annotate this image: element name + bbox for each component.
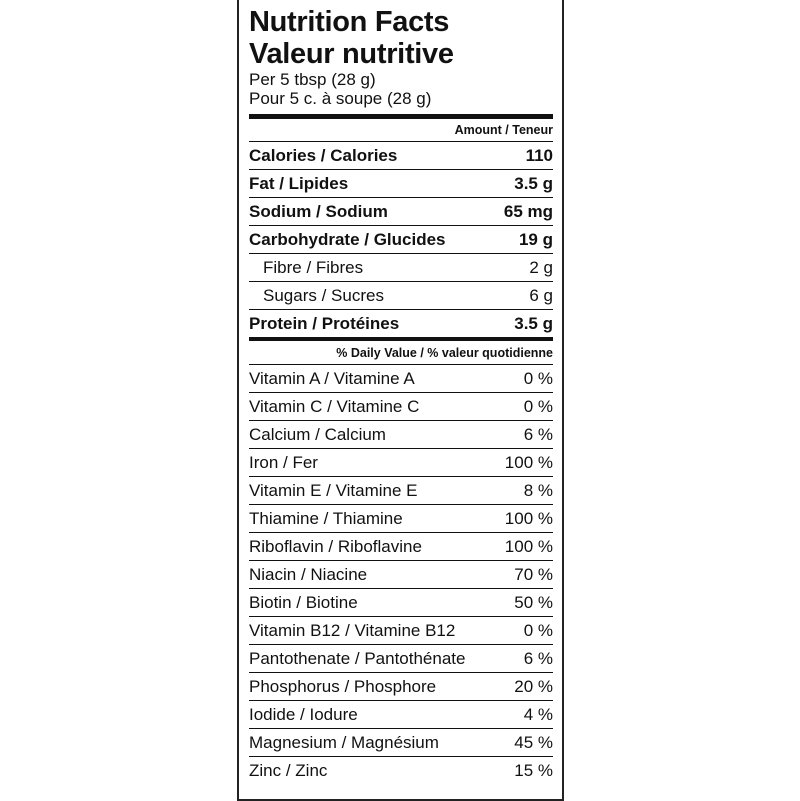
- title-french: Valeur nutritive: [249, 38, 454, 70]
- thick-divider: [249, 337, 553, 341]
- row-label: Niacin / Niacine: [249, 565, 368, 584]
- nutrient-row: Sugars / Sucres 6 g: [249, 282, 553, 310]
- row-value: 110: [525, 146, 553, 165]
- vitamin-row: Iron / Fer 100 %: [249, 449, 553, 477]
- row-label: Zinc / Zinc: [249, 761, 328, 780]
- row-label: Protein / Protéines: [249, 314, 400, 333]
- row-label: Sodium / Sodium: [249, 202, 388, 221]
- vitamin-row: Vitamin E / Vitamine E 8 %: [249, 477, 553, 505]
- serving-size-english: Per 5 tbsp (28 g): [249, 70, 376, 89]
- vitamin-row: Riboflavin / Riboflavine 100 %: [249, 533, 553, 561]
- row-label: Biotin / Biotine: [249, 593, 358, 612]
- nutrient-row: Calories / Calories 110: [249, 142, 553, 170]
- serving-size-french: Pour 5 c. à soupe (28 g): [249, 89, 432, 108]
- row-value: 6 %: [523, 649, 553, 668]
- row-label: Iodide / Iodure: [249, 705, 358, 724]
- row-label: Phosphorus / Phosphore: [249, 677, 437, 696]
- row-label: Calcium / Calcium: [249, 425, 386, 444]
- row-label: Calories / Calories: [249, 146, 398, 165]
- row-value: 20 %: [514, 677, 553, 696]
- row-value: 6 %: [523, 425, 553, 444]
- row-value: 6 g: [529, 286, 553, 305]
- row-value: 100 %: [504, 453, 553, 472]
- nutrient-row: Fibre / Fibres 2 g: [249, 254, 553, 282]
- row-label: Magnesium / Magnésium: [249, 733, 439, 752]
- nutrient-row: Protein / Protéines 3.5 g: [249, 310, 553, 337]
- nutrient-row: Fat / Lipides 3.5 g: [249, 170, 553, 198]
- row-value: 3.5 g: [514, 174, 553, 193]
- row-value: 4 %: [523, 705, 553, 724]
- row-label: Iron / Fer: [249, 453, 318, 472]
- row-value: 100 %: [504, 537, 553, 556]
- row-value: 100 %: [504, 509, 553, 528]
- vitamin-row: Phosphorus / Phosphore 20 %: [249, 673, 553, 701]
- nutrient-row: Sodium / Sodium 65 mg: [249, 198, 553, 226]
- vitamin-row: Vitamin C / Vitamine C 0 %: [249, 393, 553, 421]
- row-value: 50 %: [514, 593, 553, 612]
- row-value: 2 g: [529, 258, 553, 277]
- vitamin-row: Biotin / Biotine 50 %: [249, 589, 553, 617]
- row-label: Vitamin B12 / Vitamine B12: [249, 621, 456, 640]
- vitamin-row: Iodide / Iodure 4 %: [249, 701, 553, 729]
- row-value: 15 %: [514, 761, 553, 780]
- vitamin-row: Niacin / Niacine 70 %: [249, 561, 553, 589]
- title-english: Nutrition Facts: [249, 6, 450, 38]
- vitamin-row: Zinc / Zinc 15 %: [249, 757, 553, 784]
- amount-header: Amount / Teneur: [249, 119, 553, 142]
- vitamin-row: Pantothenate / Pantothénate 6 %: [249, 645, 553, 673]
- row-value: 45 %: [514, 733, 553, 752]
- nutrition-facts-label: Nutrition Facts Valeur nutritive Per 5 t…: [237, 0, 564, 801]
- vitamin-row: Calcium / Calcium 6 %: [249, 421, 553, 449]
- row-value: 0 %: [523, 369, 553, 388]
- row-value: 8 %: [523, 481, 553, 500]
- row-label: Fat / Lipides: [249, 174, 349, 193]
- vitamin-row: Vitamin B12 / Vitamine B12 0 %: [249, 617, 553, 645]
- row-label: Riboflavin / Riboflavine: [249, 537, 422, 556]
- nutrient-row: Carbohydrate / Glucides 19 g: [249, 226, 553, 254]
- row-value: 65 mg: [503, 202, 553, 221]
- row-value: 0 %: [523, 621, 553, 640]
- row-label: Thiamine / Thiamine: [249, 509, 403, 528]
- row-label: Carbohydrate / Glucides: [249, 230, 446, 249]
- row-label: Vitamin E / Vitamine E: [249, 481, 418, 500]
- row-label: Pantothenate / Pantothénate: [249, 649, 466, 668]
- row-label: Vitamin A / Vitamine A: [249, 369, 415, 388]
- row-value: 3.5 g: [514, 314, 553, 333]
- row-label: Sugars / Sucres: [263, 286, 384, 305]
- row-label: Fibre / Fibres: [263, 258, 364, 277]
- row-value: 70 %: [514, 565, 553, 584]
- vitamin-row: Thiamine / Thiamine 100 %: [249, 505, 553, 533]
- daily-value-header: % Daily Value / % valeur quotidienne: [249, 341, 553, 365]
- nutrient-list: Calories / Calories 110 Fat / Lipides 3.5 g…: [249, 142, 553, 337]
- vitamin-row: Magnesium / Magnésium 45 %: [249, 729, 553, 757]
- row-value: 0 %: [523, 397, 553, 416]
- row-label: Vitamin C / Vitamine C: [249, 397, 420, 416]
- thick-divider: [249, 114, 553, 119]
- row-value: 19 g: [518, 230, 553, 249]
- vitamin-row: Vitamin A / Vitamine A 0 %: [249, 365, 553, 393]
